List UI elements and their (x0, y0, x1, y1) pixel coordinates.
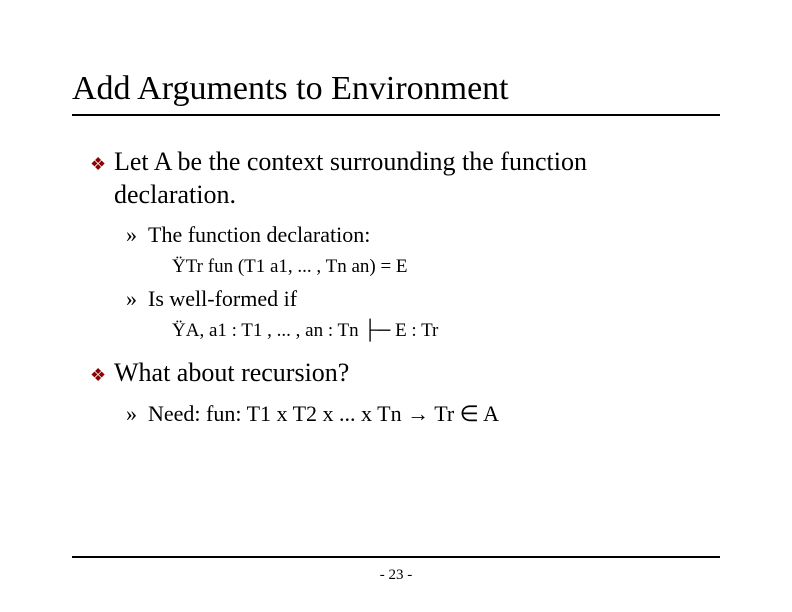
raquo-bullet-icon: » (126, 221, 148, 250)
paragraph-text: Let A be the context surrounding the fun… (114, 146, 710, 211)
body-content: ❖ Let A be the context surrounding the f… (90, 146, 710, 431)
page-number: - 23 - (0, 567, 792, 584)
list-item: » Is well-formed if (126, 285, 710, 314)
list-item: ❖ Let A be the context surrounding the f… (90, 146, 710, 211)
diamond-bullet-icon: ❖ (90, 146, 114, 176)
title-underline (72, 114, 720, 116)
paragraph-text: The function declaration: (148, 221, 710, 250)
list-item: » The function declaration: (126, 221, 710, 250)
footer-rule (72, 556, 720, 558)
raquo-bullet-icon: » (126, 400, 148, 429)
paragraph-text: Is well-formed if (148, 285, 710, 314)
diamond-bullet-icon: ❖ (90, 357, 114, 387)
code-line: ŸTr fun (T1 a1, ... , Tn an) = E (172, 254, 710, 280)
list-item: » Need: fun: T1 x T2 x ... x Tn → Tr ∈ A (126, 400, 710, 429)
title-block: Add Arguments to Environment (72, 70, 720, 116)
raquo-bullet-icon: » (126, 285, 148, 314)
slide: Add Arguments to Environment ❖ Let A be … (0, 0, 792, 612)
code-line: ŸA, a1 : T1 , ... , an : Tn ├─ E : Tr (172, 318, 710, 344)
page-title: Add Arguments to Environment (72, 70, 720, 112)
paragraph-text: Need: fun: T1 x T2 x ... x Tn → Tr ∈ A (148, 400, 710, 429)
paragraph-text: What about recursion? (114, 357, 710, 390)
list-item: ❖ What about recursion? (90, 357, 710, 390)
